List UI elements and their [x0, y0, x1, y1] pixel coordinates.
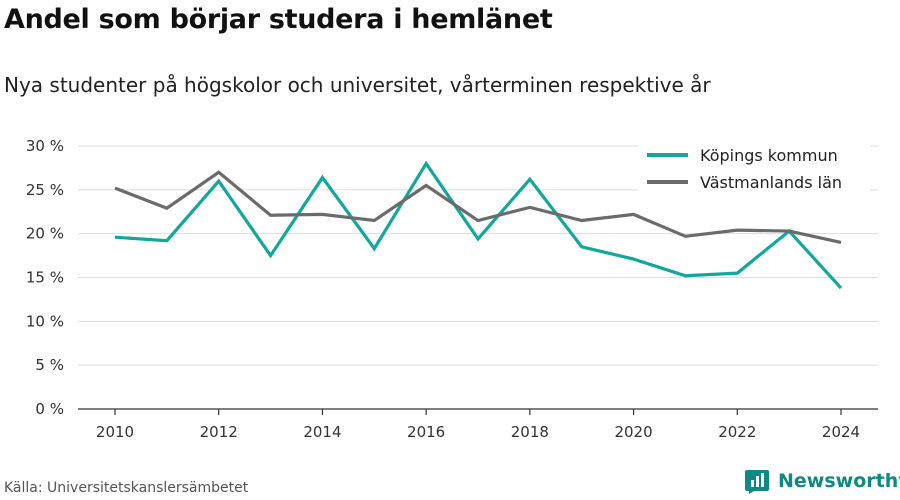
source-note: Källa: Universitetskanslersämbetet — [4, 480, 249, 496]
y-tick-label: 20 % — [26, 225, 64, 243]
chart-title: Andel som börjar studera i hemlänet — [4, 4, 553, 35]
legend-background — [638, 139, 870, 201]
series-lines — [114, 160, 843, 290]
y-tick-label: 30 % — [26, 137, 64, 155]
brand-name: Newsworthy — [778, 470, 900, 492]
y-tick-label: 5 % — [35, 356, 64, 374]
y-tick-label: 10 % — [26, 312, 64, 330]
legend-label: Västmanlands län — [700, 173, 842, 192]
series-line-2 — [114, 170, 842, 244]
newsworthy-logo-icon — [745, 470, 769, 494]
legend: Köpings kommun Västmanlands län — [638, 139, 870, 201]
brand: Newsworthy — [744, 468, 900, 494]
x-tick-label: 2022 — [718, 423, 756, 441]
y-tick-label: 0 % — [35, 400, 64, 418]
y-tick-label: 25 % — [26, 181, 64, 199]
y-axis: 0 % 5 % 10 % 15 % 20 % 25 % 30 % — [26, 137, 64, 418]
x-axis: 2010 2012 2014 2016 2018 2020 2022 2024 — [96, 409, 860, 441]
x-tick-label: 2014 — [303, 423, 341, 441]
y-tick-label: 15 % — [26, 269, 64, 287]
line-chart: 0 %5 %10 %15 %20 %25 %30 % 2010 2012 2014 2… — [26, 137, 878, 441]
x-tick-label: 2016 — [407, 423, 445, 441]
x-tick-label: 2020 — [614, 423, 652, 441]
chart-subtitle: Nya studenter på högskolor och universit… — [4, 73, 711, 97]
x-tick-label: 2024 — [822, 423, 860, 441]
x-tick-label: 2018 — [511, 423, 549, 441]
x-tick-label: 2010 — [96, 423, 134, 441]
legend-label: Köpings kommun — [700, 146, 838, 165]
x-tick-label: 2012 — [200, 423, 238, 441]
series-line-1 — [114, 160, 843, 290]
